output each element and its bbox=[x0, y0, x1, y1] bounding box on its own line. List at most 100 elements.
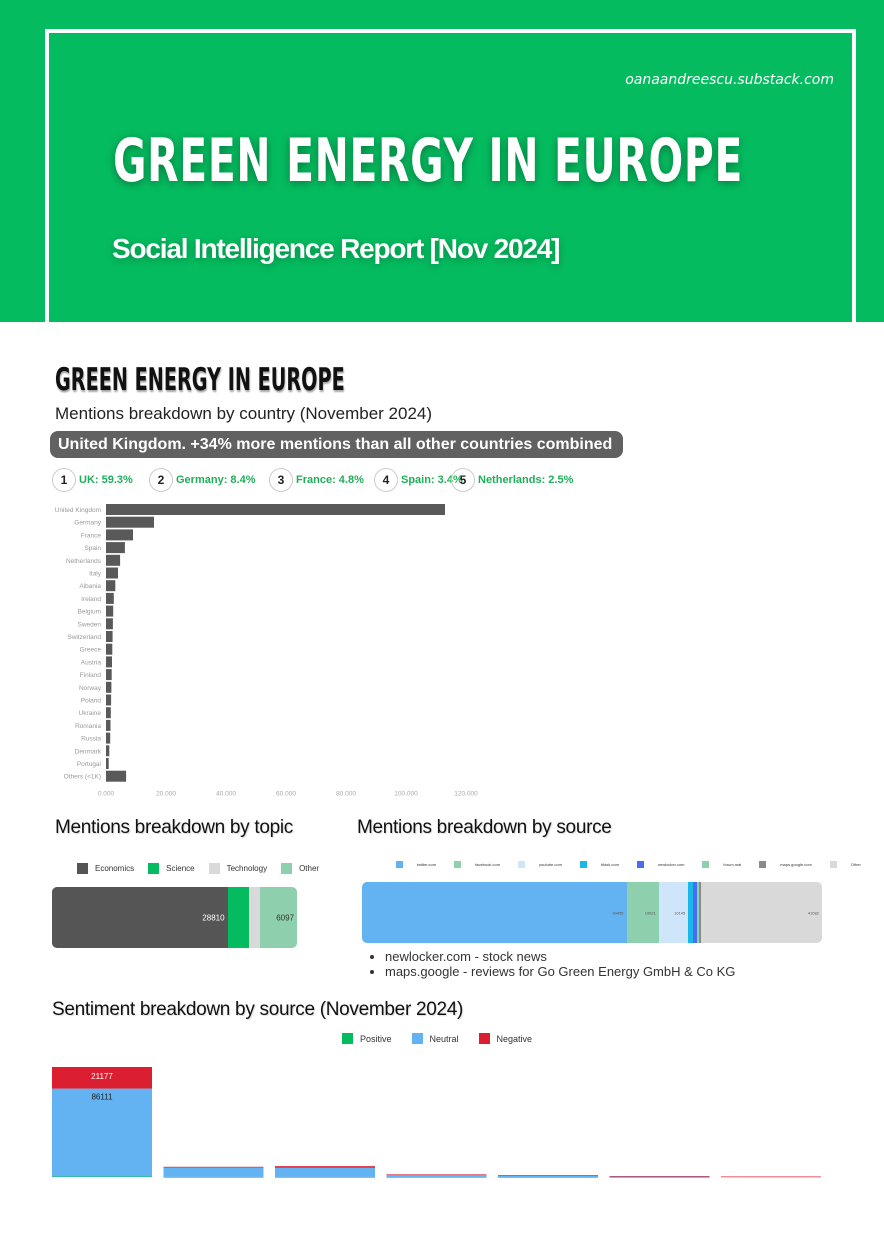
country-bar bbox=[106, 605, 114, 617]
rank-label: Netherlands: 2.5% bbox=[478, 474, 574, 486]
country-bar bbox=[106, 758, 109, 769]
top-countries-list: 1 UK: 59.3% 2 Germany: 8.4% 3 France: 4.… bbox=[52, 468, 672, 492]
sentiment-chart-title: Sentiment breakdown by source (November … bbox=[52, 999, 464, 1020]
country-label: Norway bbox=[79, 685, 102, 692]
negative-value-label: 21177 bbox=[91, 1072, 113, 1081]
country-bar-chart: United Kingdom Germany France Spain Netherla… bbox=[55, 504, 478, 797]
country-label: Netherlands bbox=[66, 558, 102, 565]
legend-label: forum.mal bbox=[723, 862, 742, 867]
country-label: Ukraine bbox=[79, 710, 102, 717]
stack-segment: 28810 bbox=[52, 887, 228, 948]
legend-swatch bbox=[518, 861, 526, 868]
legend-label: Other bbox=[299, 864, 320, 873]
country-bar bbox=[106, 529, 133, 541]
legend-label: maps.google.com bbox=[780, 862, 812, 867]
legend-label: Technology bbox=[226, 864, 268, 873]
stack-segment bbox=[227, 887, 250, 948]
topic-stacked-bar: 28810 6097 bbox=[52, 887, 297, 948]
rank-item: 3 France: 4.8% bbox=[269, 468, 364, 492]
rank-number: 3 bbox=[269, 468, 293, 492]
source-note: maps.google - reviews for Go Green Energ… bbox=[385, 964, 735, 979]
x-tick-label: 100.000 bbox=[394, 790, 418, 797]
legend-label: Science bbox=[166, 864, 195, 873]
sentiment-legend: Positive Neutral Negative bbox=[342, 1033, 552, 1044]
legend-swatch bbox=[829, 861, 837, 868]
legend-swatch bbox=[148, 863, 160, 874]
hero-frame bbox=[45, 29, 856, 329]
rank-label: France: 4.8% bbox=[296, 474, 364, 486]
report-subtitle: Social Intelligence Report [Nov 2024] bbox=[112, 233, 560, 264]
rank-label: UK: 59.3% bbox=[79, 474, 133, 486]
sentiment-bar-segment bbox=[386, 1176, 487, 1178]
x-tick-label: 60.000 bbox=[276, 790, 296, 797]
source-chart-title: Mentions breakdown by source bbox=[357, 817, 612, 838]
country-bar bbox=[106, 567, 118, 579]
country-label: Italy bbox=[89, 571, 102, 578]
stack-segment bbox=[697, 882, 700, 943]
source-legend: twitter.com facebook.com youtube.com tiktok… bbox=[396, 861, 879, 868]
country-label: Germany bbox=[74, 520, 101, 527]
legend-label: Positive bbox=[360, 1033, 392, 1044]
legend-swatch bbox=[396, 861, 403, 868]
legend-label: youtube.com bbox=[539, 862, 562, 867]
sentiment-bar-segment bbox=[609, 1176, 710, 1178]
country-label: Spain bbox=[84, 545, 101, 552]
stack-segment: 10621 bbox=[626, 882, 659, 943]
legend-swatch bbox=[636, 861, 644, 868]
legend-item: Negative bbox=[478, 1033, 532, 1044]
stack-segment bbox=[249, 887, 260, 948]
rank-item: 5 Netherlands: 2.5% bbox=[451, 468, 573, 492]
legend-swatch bbox=[702, 861, 710, 868]
legend-label: facebook.com bbox=[475, 862, 501, 867]
country-label: Ireland bbox=[81, 596, 101, 603]
report-title: GREEN ENERGY IN EUROPE bbox=[113, 126, 744, 196]
legend-item: newlocker.com bbox=[636, 861, 684, 868]
sentiment-bar-segment bbox=[52, 1067, 152, 1089]
country-label: Austria bbox=[81, 659, 102, 666]
stack-segment bbox=[688, 882, 693, 943]
legend-swatch bbox=[759, 861, 767, 868]
legend-item: Science bbox=[148, 863, 195, 874]
sentiment-bar-segment bbox=[275, 1176, 375, 1178]
sentiment-bar-segment bbox=[163, 1166, 264, 1168]
sentiment-bar-segment bbox=[498, 1175, 598, 1177]
site-url[interactable]: oanaandreescu.substack.com bbox=[625, 72, 834, 88]
sentiment-bar-segment bbox=[386, 1174, 487, 1176]
country-bar bbox=[106, 643, 113, 655]
segment-value-label: 28810 bbox=[202, 913, 225, 922]
legend-swatch bbox=[411, 1033, 423, 1044]
section-title: GREEN ENERGY IN EUROPE bbox=[55, 362, 345, 398]
country-label: Poland bbox=[81, 698, 102, 705]
legend-swatch bbox=[281, 863, 293, 874]
source-notes: newlocker.com - stock news maps.google -… bbox=[370, 949, 735, 979]
legend-swatch bbox=[454, 861, 462, 868]
stack-segment: 10145 bbox=[658, 882, 689, 943]
legend-swatch bbox=[208, 863, 220, 874]
sentiment-bar-segment bbox=[52, 1176, 152, 1178]
highlight-banner: United Kingdom. +34% more mentions than … bbox=[50, 431, 623, 458]
sentiment-stacked-chart: 21177 86111 bbox=[52, 1067, 821, 1178]
legend-swatch bbox=[342, 1033, 353, 1044]
country-label: Albania bbox=[79, 583, 101, 590]
country-bar bbox=[106, 732, 111, 744]
legend-item: tiktok.com bbox=[579, 861, 619, 868]
sentiment-bar-segment bbox=[721, 1176, 821, 1178]
country-bar bbox=[106, 554, 121, 566]
legend-item: maps.google.com bbox=[759, 861, 812, 868]
legend-swatch bbox=[77, 863, 88, 874]
stack-segment: 6097 bbox=[259, 887, 297, 948]
topic-legend: Economics Science Technology Other bbox=[77, 863, 333, 874]
legend-item: Other bbox=[281, 863, 319, 874]
country-bar bbox=[106, 504, 445, 515]
stack-segment bbox=[692, 882, 698, 943]
sentiment-bar-segment bbox=[498, 1175, 598, 1176]
country-label: Russia bbox=[81, 736, 101, 743]
legend-item: Economics bbox=[77, 863, 134, 874]
legend-label: Economics bbox=[95, 864, 135, 873]
sentiment-bar-segment bbox=[52, 1088, 152, 1177]
country-bar bbox=[106, 669, 112, 681]
rank-number: 2 bbox=[149, 468, 173, 492]
rank-item: 2 Germany: 8.4% bbox=[149, 468, 255, 492]
hero-banner: oanaandreescu.substack.com GREEN ENERGY … bbox=[0, 0, 884, 329]
legend-label: Neutral bbox=[429, 1033, 459, 1044]
